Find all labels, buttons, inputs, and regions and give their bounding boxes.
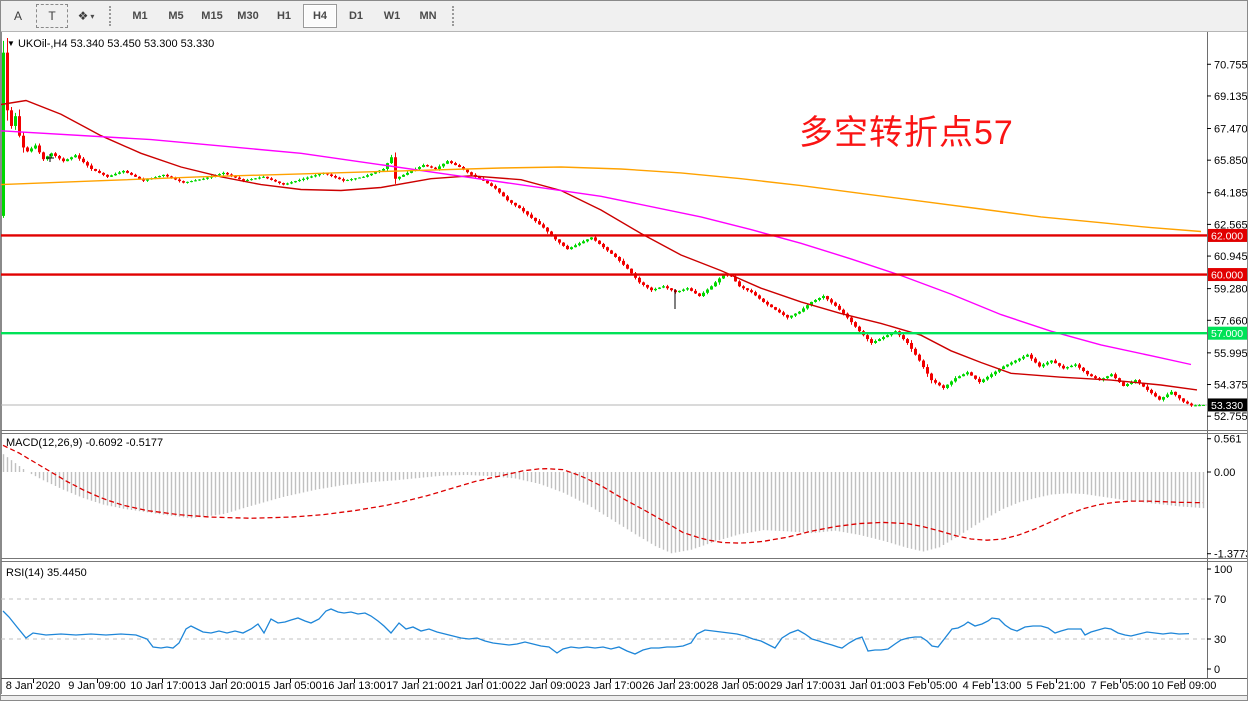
date-label: 26 Jan 23:00 [642, 680, 706, 692]
svg-text:60.945: 60.945 [1214, 251, 1248, 263]
timeframe-button-m1[interactable]: M1 [132, 10, 148, 22]
objects-tool-button[interactable]: ❖ ▾ [70, 4, 102, 28]
timeframe-button-m5[interactable]: M5 [168, 10, 184, 22]
toolbar: A T ❖ ▾ M1 M5 M15 M30 H1 H4 D1 W1 MN [1, 1, 1247, 32]
svg-text:60.000: 60.000 [1211, 270, 1243, 282]
date-label: 10 Feb 09:00 [1151, 680, 1217, 692]
chart-objects [46, 154, 676, 309]
chevron-down-icon: ▾ [90, 11, 95, 21]
macd-panel: 0.561 0.00 -1.3773 [2, 434, 1248, 561]
svg-text:54.375: 54.375 [1214, 380, 1248, 392]
svg-text:52.755: 52.755 [1214, 411, 1248, 423]
date-label: 21 Jan 01:00 [450, 680, 514, 692]
svg-text:62.000: 62.000 [1211, 230, 1243, 242]
date-label: 23 Jan 17:00 [578, 680, 642, 692]
symbol-collapse-icon[interactable]: ▼ [7, 39, 15, 48]
objects-tool-icon: ❖ [77, 9, 89, 23]
annotation-text[interactable]: 多空转折点57 [799, 114, 1014, 152]
svg-text:64.185: 64.185 [1214, 188, 1248, 200]
timeframe-button-h4[interactable]: H4 [303, 4, 337, 28]
svg-text:57.660: 57.660 [1214, 315, 1248, 327]
svg-text:-1.3773: -1.3773 [1214, 549, 1248, 561]
date-label: 13 Jan 20:00 [194, 680, 258, 692]
timeframe-bar: M1 M5 M15 M30 H1 H4 D1 W1 MN [122, 4, 446, 28]
svg-text:53.330: 53.330 [1211, 400, 1243, 412]
svg-text:59.280: 59.280 [1214, 284, 1248, 296]
svg-text:70.755: 70.755 [1214, 59, 1248, 71]
price-axis[interactable]: 70.755 69.135 67.470 65.850 64.185 62.565 60.9… [1207, 59, 1248, 423]
svg-text:0.00: 0.00 [1214, 467, 1235, 479]
date-label: 5 Feb 21:00 [1026, 680, 1086, 692]
macd-signal-line [2, 444, 1204, 544]
moving-averages [1, 99, 1202, 391]
rsi-label: RSI(14) 35.4450 [6, 567, 87, 579]
hline-levels: 62.000 60.000 57.000 [1, 228, 1247, 340]
date-label: 7 Feb 05:00 [1090, 680, 1150, 692]
date-ticks [33, 679, 1185, 683]
svg-text:57.000: 57.000 [1211, 328, 1243, 340]
toolbar-grip[interactable] [109, 6, 116, 26]
candles-layer [2, 37, 1205, 407]
timeframe-button-w1[interactable]: W1 [383, 10, 401, 22]
timeframe-button-mn[interactable]: MN [419, 10, 437, 22]
text-tool-button[interactable]: T [36, 4, 68, 28]
svg-text:100: 100 [1214, 564, 1232, 576]
date-label: 17 Jan 21:00 [386, 680, 450, 692]
date-label: 16 Jan 13:00 [322, 680, 386, 692]
rsi-panel: 100 70 30 0 [1, 564, 1232, 676]
svg-text:67.470: 67.470 [1214, 123, 1248, 135]
svg-text:55.995: 55.995 [1214, 348, 1248, 360]
timeframe-button-d1[interactable]: D1 [348, 10, 364, 22]
date-label: 29 Jan 17:00 [770, 680, 834, 692]
date-label: 3 Feb 05:00 [898, 680, 958, 692]
bottom-strip [1, 695, 1247, 700]
panel-borders [1, 32, 1247, 694]
ma-fast-red [1, 99, 1198, 391]
svg-text:69.135: 69.135 [1214, 91, 1248, 103]
ma-slow-orange [1, 166, 1202, 233]
svg-text:62.565: 62.565 [1214, 219, 1248, 231]
date-label: 10 Jan 17:00 [130, 680, 194, 692]
timeframe-button-m15[interactable]: M15 [201, 10, 223, 22]
symbol-title: ▼ UKOil-,H4 53.340 53.450 53.300 53.330 [7, 38, 215, 50]
svg-text:0: 0 [1214, 664, 1220, 676]
svg-text:30: 30 [1214, 634, 1226, 646]
date-label: 31 Jan 01:00 [834, 680, 898, 692]
svg-text:70: 70 [1214, 594, 1226, 606]
svg-text:0.561: 0.561 [1214, 434, 1242, 446]
date-label: 8 Jan 2020 [5, 680, 61, 692]
date-axis[interactable]: 8 Jan 2020 9 Jan 09:00 10 Jan 17:00 13 Jan … [1, 680, 1247, 695]
timeframe-button-h1[interactable]: H1 [276, 10, 292, 22]
date-label: 22 Jan 09:00 [514, 680, 578, 692]
date-label: 9 Jan 09:00 [68, 680, 126, 692]
date-label: 4 Feb 13:00 [962, 680, 1022, 692]
macd-label: MACD(12,26,9) -0.6092 -0.5177 [6, 437, 164, 449]
toolbar-grip-2[interactable] [452, 6, 459, 26]
timeframe-button-m30[interactable]: M30 [237, 10, 259, 22]
svg-text:65.850: 65.850 [1214, 155, 1248, 167]
ma-mid-magenta [1, 130, 1192, 366]
date-label: 15 Jan 05:00 [258, 680, 322, 692]
rsi-line [2, 608, 1190, 655]
date-label: 28 Jan 05:00 [706, 680, 770, 692]
arrow-tool-button[interactable]: A [13, 9, 22, 23]
